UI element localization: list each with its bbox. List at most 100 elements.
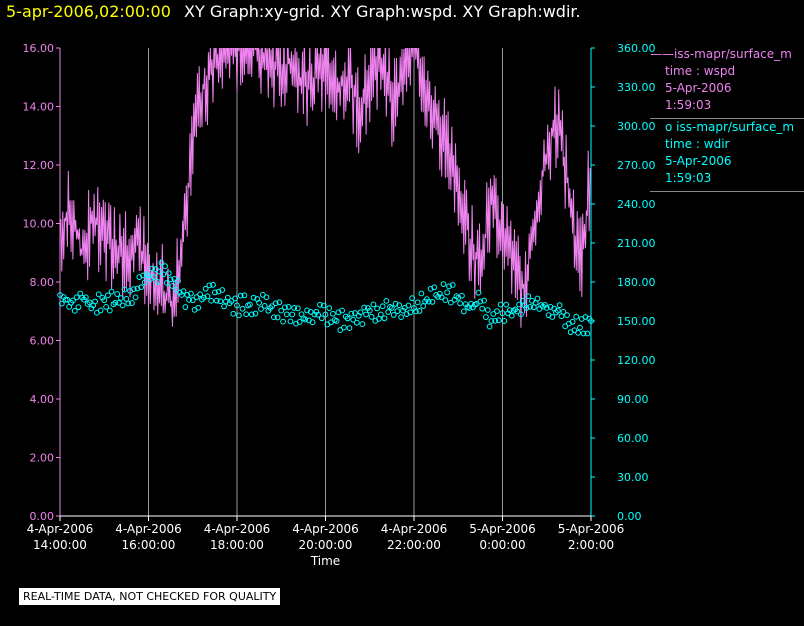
wdir-point-38-3 — [483, 314, 489, 320]
wdir-point-47 — [577, 324, 583, 331]
x-tick-time-6: 2:00:00 — [568, 538, 614, 552]
x-tick-date-5: 5-Apr-2006 — [469, 522, 536, 536]
wdir-point-21-4 — [296, 319, 303, 325]
wdir-point-29 — [377, 311, 384, 318]
wdir-point-32-1 — [412, 308, 419, 315]
wdir-point-14-3 — [217, 298, 224, 305]
left-tick-label-0: 0.00 — [30, 510, 55, 523]
title-graph-list: XY Graph:xy-grid. XY Graph:wspd. XY Grap… — [184, 2, 581, 21]
x-tick-date-4: 4-Apr-2006 — [381, 522, 448, 536]
wdir-point-41-4 — [518, 311, 524, 318]
wdir-point-48 — [588, 318, 594, 324]
wdir-point-10-1 — [169, 283, 176, 289]
wdir-point-31 — [400, 307, 406, 314]
wdir-point-28-4 — [374, 305, 381, 312]
wdir-point-11-2 — [182, 304, 189, 310]
wdir-point-1-3 — [73, 294, 80, 301]
wdir-point-35-3 — [449, 282, 456, 288]
wdir-point-19-1 — [269, 303, 275, 310]
legend-wdir-date: 5-Apr-2006 — [665, 154, 732, 168]
wdir-point-22-1 — [302, 316, 309, 323]
wdir-point-30-4 — [396, 302, 403, 309]
right-tick-label-3: 90.00 — [617, 393, 649, 406]
wdir-point-3-3 — [95, 291, 102, 298]
wdir-point-5 — [112, 299, 119, 306]
wdir-point-20-4 — [285, 304, 292, 310]
wdir-point-21 — [289, 311, 296, 318]
wspd-line-glyph: —— — [650, 47, 674, 61]
wdir-point-39-1 — [490, 311, 497, 317]
quality-disclaimer: REAL-TIME DATA, NOT CHECKED FOR QUALITY — [19, 588, 281, 605]
wdir-point-38-5 — [486, 323, 493, 330]
wdir-point-16-2 — [237, 292, 244, 299]
wdir-point-39-3 — [494, 308, 500, 315]
wdir-point-28-1 — [368, 313, 375, 320]
wdir-point-4-1 — [103, 303, 109, 310]
wdir-point-22-2 — [304, 307, 310, 314]
wdir-point-22-5 — [309, 319, 316, 326]
right-tick-label-2: 60.00 — [617, 432, 649, 445]
wdir-point-31-4 — [407, 309, 414, 316]
wdir-point-7-3 — [140, 272, 146, 279]
wdir-point-39-5 — [497, 301, 504, 308]
wdir-point-38 — [477, 298, 484, 305]
wdir-point-23-3 — [317, 301, 323, 308]
wdir-point-11-4 — [186, 296, 192, 303]
wdir-point-16-5 — [243, 311, 250, 318]
wdir-point-11-5 — [188, 290, 194, 297]
legend-wspd-source: iss-mapr/surface_m — [674, 47, 792, 61]
left-tick-label-7: 14.00 — [23, 101, 55, 114]
right-tick-label-11: 330.00 — [617, 81, 656, 94]
wdir-point-9-2 — [160, 271, 167, 278]
wdir-point-33-2 — [425, 298, 432, 305]
wdir-point-25-3 — [339, 307, 345, 314]
wdir-point-47-2 — [580, 330, 587, 337]
wdir-point-5-4 — [119, 302, 126, 309]
wdir-point-39-2 — [492, 317, 499, 324]
wdir-point-0-3 — [62, 296, 69, 303]
wdir-point-4 — [101, 297, 108, 304]
wdir-point-10 — [167, 276, 174, 283]
wdir-point-8-3 — [151, 274, 157, 280]
wdir-point-0-4 — [64, 296, 71, 303]
wdir-point-14-4 — [219, 287, 226, 293]
legend-wdir-source: iss-mapr/surface_m — [676, 120, 795, 134]
wdir-point-26-5 — [353, 319, 360, 326]
wdir-point-13 — [200, 294, 207, 301]
wdir-point-24-4 — [329, 310, 336, 317]
wdir-point-40-5 — [508, 312, 515, 319]
x-tick-time-0: 14:00:00 — [33, 538, 87, 552]
wdir-point-35 — [444, 289, 451, 296]
wdir-point-20-2 — [282, 304, 288, 311]
left-tick-label-2: 4.00 — [30, 393, 55, 406]
wdir-point-29-2 — [381, 315, 388, 322]
wdir-point-3-4 — [97, 307, 104, 314]
wdir-point-37-5 — [475, 289, 482, 296]
wdir-point-35-2 — [447, 299, 454, 306]
right-tick-label-12: 360.00 — [617, 42, 656, 55]
legend-wspd: ——iss-mapr/surface_m time : wspd 5-Apr-2… — [650, 46, 804, 119]
x-tick-time-2: 18:00:00 — [210, 538, 264, 552]
wdir-point-36-4 — [462, 301, 469, 308]
wdir-point-0-1 — [58, 300, 65, 307]
wdir-point-30 — [388, 305, 395, 311]
wdir-point-45-1 — [556, 302, 563, 308]
wdir-point-32-4 — [418, 290, 425, 297]
wdir-point-5-3 — [117, 295, 124, 301]
wdir-point-12-4 — [197, 291, 204, 298]
wdir-point-26 — [344, 315, 351, 322]
wdir-point-25 — [333, 318, 340, 324]
wdir-point-34-3 — [438, 294, 445, 301]
legend-wspd-date: 5-Apr-2006 — [665, 81, 732, 95]
wdir-point-34-4 — [440, 281, 447, 287]
wdir-point-11-1 — [180, 288, 187, 295]
wdir-point-36-1 — [457, 300, 463, 307]
x-tick-date-1: 4-Apr-2006 — [115, 522, 182, 536]
wdir-point-12-3 — [195, 304, 202, 311]
wdir-point-41-3 — [516, 301, 522, 308]
wdir-point-39-4 — [495, 317, 502, 324]
legend-wdir-time: 1:59:03 — [665, 171, 712, 185]
wdir-point-2-2 — [82, 294, 89, 301]
x-tick-date-0: 4-Apr-2006 — [27, 522, 94, 536]
legend-wspd-time: 1:59:03 — [665, 98, 712, 112]
